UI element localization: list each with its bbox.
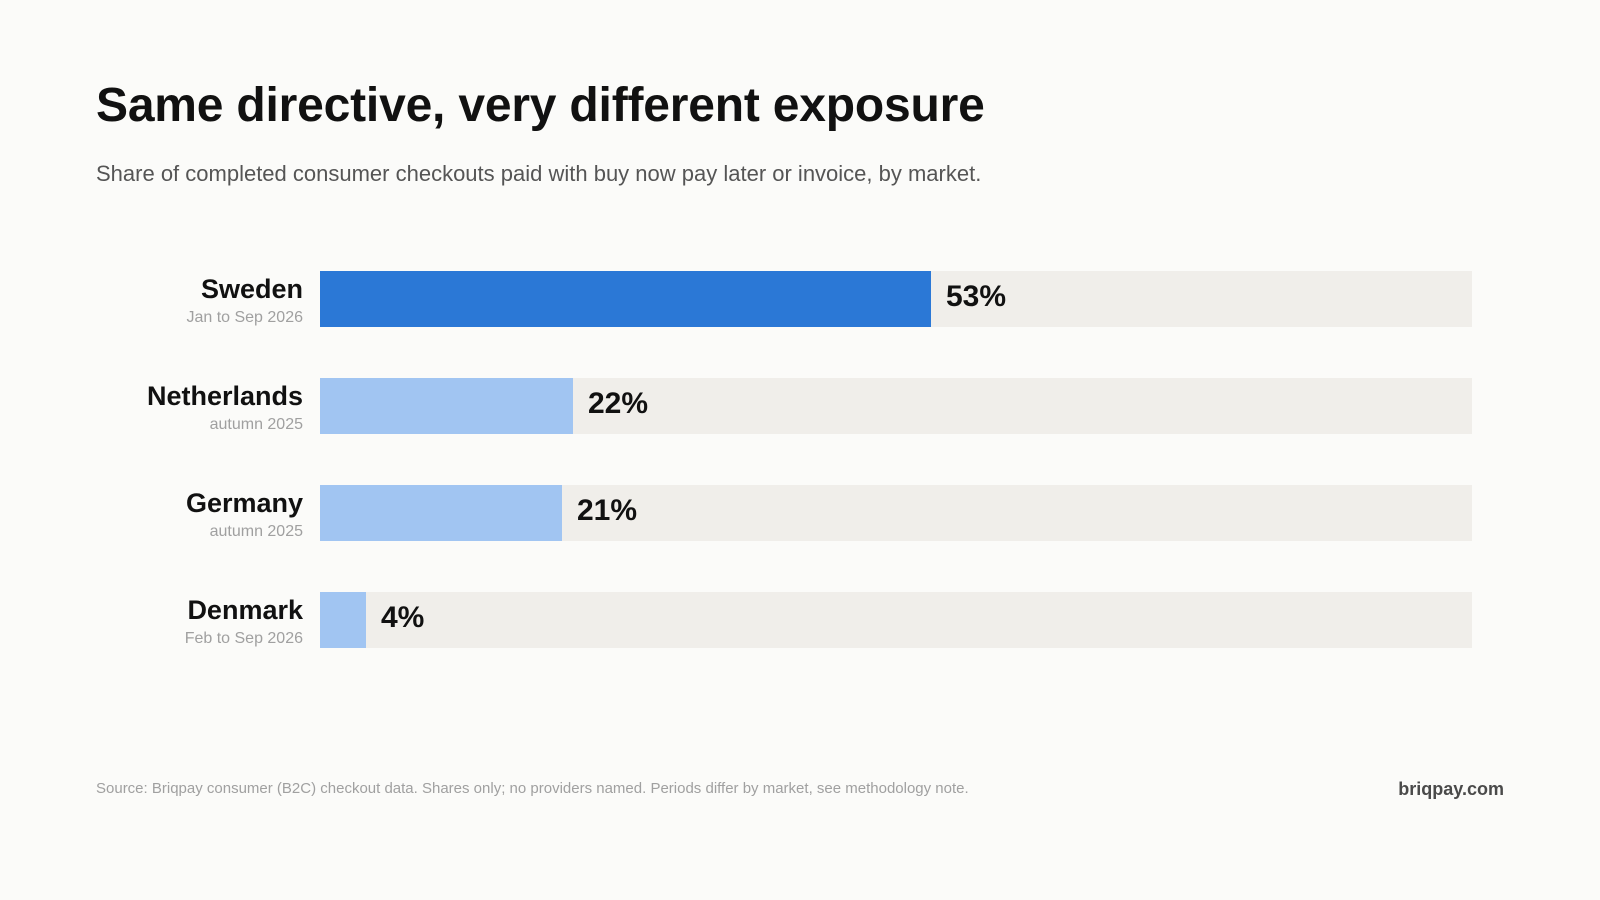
value-label-denmark: 4%	[381, 601, 425, 634]
category-label-sweden: Sweden Jan to Sep 2026	[186, 274, 303, 328]
category-label-germany: Germany autumn 2025	[186, 488, 303, 542]
bar-sweden	[320, 271, 931, 327]
bar-track: 4%	[320, 592, 1472, 648]
bar-germany	[320, 485, 562, 541]
category-name: Germany	[185, 488, 303, 518]
category-name: Sweden	[200, 274, 303, 304]
bar-row-netherlands: Netherlands autumn 2025 22%	[0, 378, 1600, 434]
source-note: Source: Briqpay consumer (B2C) checkout …	[96, 780, 969, 797]
chart-subtitle: Share of completed consumer checkouts pa…	[96, 161, 982, 186]
value-label-germany: 21%	[577, 494, 638, 527]
category-label-denmark: Denmark Feb to Sep 2026	[185, 595, 303, 649]
bar-row-germany: Germany autumn 2025 21%	[0, 485, 1600, 541]
bar-netherlands	[320, 378, 573, 434]
category-period: Feb to Sep 2026	[184, 630, 303, 647]
chart-title: Same directive, very different exposure	[96, 79, 985, 132]
bar-row-denmark: Denmark Feb to Sep 2026 4%	[0, 592, 1600, 648]
value-label-sweden: 53%	[946, 280, 1007, 313]
category-period: Jan to Sep 2026	[186, 309, 303, 326]
category-period: autumn 2025	[209, 523, 303, 540]
bar-denmark	[320, 592, 366, 648]
brand-link[interactable]: briqpay.com	[1398, 779, 1504, 799]
bar-track: 53%	[320, 271, 1472, 327]
category-name: Netherlands	[146, 381, 303, 411]
category-period: autumn 2025	[209, 416, 303, 433]
category-name: Denmark	[187, 595, 303, 625]
bar-track: 21%	[320, 485, 1472, 541]
value-label-netherlands: 22%	[588, 387, 649, 420]
bar-row-sweden: Sweden Jan to Sep 2026 53%	[0, 271, 1600, 327]
category-label-netherlands: Netherlands autumn 2025	[147, 381, 303, 435]
bar-track: 22%	[320, 378, 1472, 434]
